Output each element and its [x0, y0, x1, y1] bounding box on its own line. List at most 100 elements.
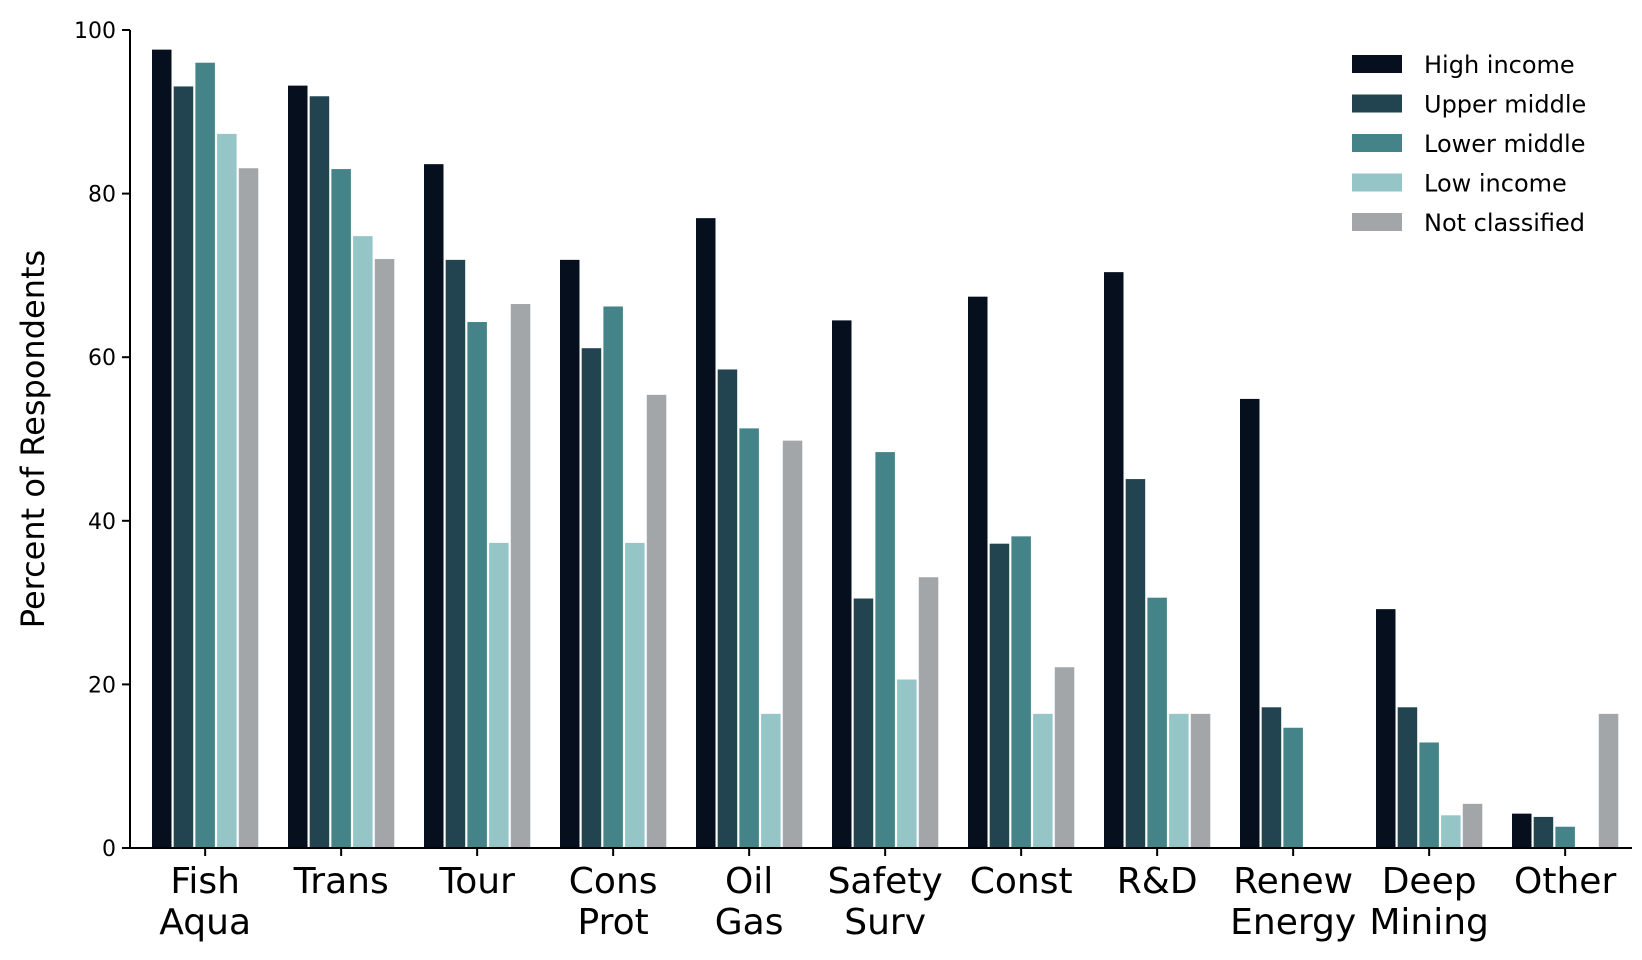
bar-2-3	[445, 259, 466, 848]
x-category-label-5: Oil Gas	[715, 861, 784, 943]
bar-3-7	[1011, 536, 1031, 848]
legend-label-2: Upper middle	[1424, 91, 1586, 119]
bar-2-6	[853, 598, 874, 848]
x-category-label-line: Const	[970, 861, 1073, 902]
bars-group	[152, 49, 1619, 849]
x-category-label-line: R&D	[1117, 861, 1198, 902]
legend-label-1: High income	[1424, 51, 1575, 79]
bar-3-10	[1419, 742, 1439, 848]
y-tick-label-40: 40	[88, 510, 116, 535]
axes-group	[129, 30, 1632, 849]
bar-1-10	[1376, 609, 1396, 848]
legend-label-3: Lower middle	[1424, 130, 1585, 158]
bar-2-1	[173, 86, 194, 848]
bar-3-5	[739, 428, 759, 848]
y-ticks-group: 0 20 40 60 80 100	[74, 19, 130, 862]
bar-3-6	[875, 452, 895, 848]
bar-2-5	[717, 369, 738, 848]
bar-5-8	[1190, 713, 1211, 848]
bar-3-11	[1555, 826, 1575, 848]
x-category-label-line: Trans	[293, 861, 389, 902]
y-axis-title: Percent of Respondents	[14, 250, 52, 628]
x-category-label-line: Aqua	[159, 902, 251, 943]
x-category-label-9: Renew Energy	[1230, 861, 1356, 943]
bar-3-3	[467, 322, 487, 848]
bar-1-1	[152, 49, 172, 848]
bar-5-3	[510, 304, 531, 848]
bar-5-10	[1462, 803, 1483, 848]
bar-5-11	[1598, 713, 1619, 848]
bar-4-10	[1441, 815, 1461, 848]
bar-2-7	[989, 543, 1010, 848]
bar-3-9	[1283, 727, 1303, 848]
bar-2-11	[1533, 816, 1554, 848]
x-category-label-1: Fish Aqua	[159, 861, 251, 943]
bar-5-4	[646, 394, 667, 848]
bar-4-8	[1169, 713, 1189, 848]
x-category-label-7: Const	[970, 861, 1073, 902]
x-category-label-2: Trans	[293, 861, 389, 902]
x-category-label-line: Energy	[1230, 902, 1356, 943]
x-category-label-line: Fish	[170, 861, 240, 902]
bar-4-2	[353, 236, 373, 848]
legend-label-5: Not classified	[1424, 209, 1585, 237]
legend-swatch-1	[1352, 55, 1402, 73]
x-category-label-line: Gas	[715, 902, 784, 943]
legend-swatch-4	[1352, 173, 1402, 192]
x-category-label-line: Other	[1514, 861, 1616, 902]
x-category-label-line: Deep	[1382, 861, 1477, 902]
bar-3-8	[1147, 597, 1167, 848]
bar-1-5	[696, 218, 716, 848]
bar-5-5	[782, 440, 803, 848]
legend-swatch-3	[1352, 134, 1402, 152]
bar-1-6	[832, 320, 852, 848]
bar-3-4	[603, 306, 623, 849]
x-category-label-line: Cons	[569, 861, 658, 902]
bar-5-7	[1054, 667, 1075, 848]
bar-5-2	[374, 259, 395, 848]
bar-4-6	[897, 679, 917, 848]
bar-1-7	[968, 296, 988, 848]
bar-5-6	[918, 577, 939, 848]
bar-4-1	[217, 133, 237, 848]
bar-3-1	[195, 62, 215, 849]
y-tick-label-20: 20	[88, 673, 116, 698]
x-category-label-line: Prot	[578, 902, 649, 943]
x-category-label-8: R&D	[1117, 861, 1198, 902]
y-tick-label-100: 100	[74, 19, 116, 44]
x-category-label-11: Other	[1514, 861, 1616, 902]
x-category-label-line: Safety	[828, 861, 943, 902]
bar-4-3	[489, 542, 509, 848]
bar-1-8	[1104, 272, 1124, 848]
x-category-label-4: Cons Prot	[569, 861, 658, 943]
x-category-label-10: Deep Mining	[1369, 861, 1489, 943]
x-category-label-line: Tour	[438, 861, 515, 902]
x-category-label-line: Renew	[1233, 861, 1353, 902]
y-tick-label-0: 0	[102, 837, 116, 862]
bar-5-1	[238, 168, 259, 849]
y-tick-label-60: 60	[88, 346, 116, 371]
y-tick-label-80: 80	[88, 183, 116, 208]
bar-1-3	[424, 164, 444, 848]
bar-2-2	[309, 96, 330, 848]
x-category-label-3: Tour	[438, 861, 515, 902]
bar-1-9	[1240, 398, 1260, 848]
bar-2-10	[1397, 707, 1418, 848]
x-category-label-6: Safety Surv	[828, 861, 943, 943]
legend: High income Upper middle Lower middle Low i…	[1352, 51, 1586, 237]
bar-4-5	[761, 713, 781, 848]
bar-2-8	[1125, 479, 1146, 848]
bar-3-2	[331, 169, 351, 848]
legend-swatch-2	[1352, 94, 1402, 113]
bar-2-9	[1261, 707, 1282, 848]
legend-swatch-5	[1352, 213, 1402, 231]
x-category-label-line: Surv	[844, 902, 926, 943]
bar-4-4	[625, 542, 645, 848]
x-category-label-line: Mining	[1369, 902, 1489, 943]
legend-label-4: Low income	[1424, 170, 1567, 198]
x-category-label-line: Oil	[725, 861, 773, 902]
bar-1-11	[1512, 813, 1532, 848]
x-category-labels: Fish Aqua Trans Tour Cons Prot Oil Gas Safety Sur…	[159, 848, 1616, 943]
bar-2-4	[581, 348, 602, 848]
